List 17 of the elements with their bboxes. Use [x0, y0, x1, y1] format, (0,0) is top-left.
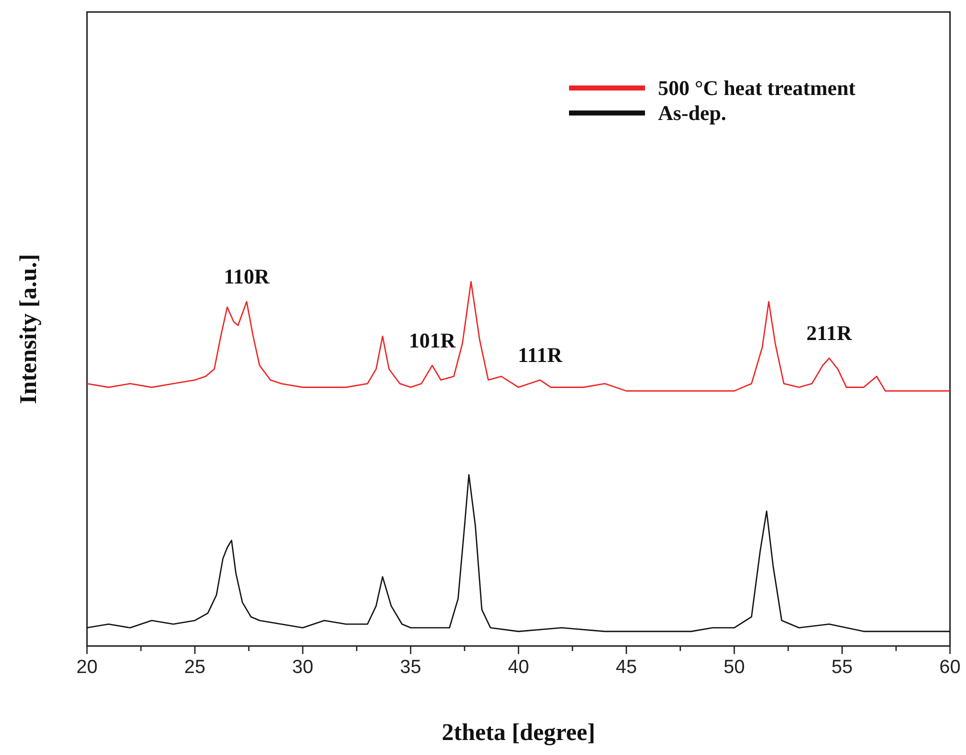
annotation: 111R [518, 343, 564, 368]
x-tick-label: 30 [292, 657, 314, 678]
x-tick-label: 50 [724, 657, 745, 678]
x-tick-label: 55 [832, 657, 853, 678]
legend-label: 500 °C heat treatment [658, 76, 856, 100]
annotation: 110R [224, 264, 270, 289]
x-tick-label: 60 [939, 657, 961, 678]
y-axis-title: Intensity [a.u.] [16, 254, 42, 404]
x-tick-label: 45 [616, 657, 637, 678]
x-tick-label: 35 [400, 657, 422, 678]
x-tick-label: 40 [508, 657, 530, 678]
annotation: 101R [408, 328, 456, 352]
x-axis-title: 2theta [degree] [442, 720, 596, 746]
x-tick-label: 25 [184, 657, 206, 678]
legend-label: As-dep. [658, 101, 726, 125]
x-tick-label: 20 [76, 657, 98, 678]
annotation: 211R [806, 321, 853, 346]
